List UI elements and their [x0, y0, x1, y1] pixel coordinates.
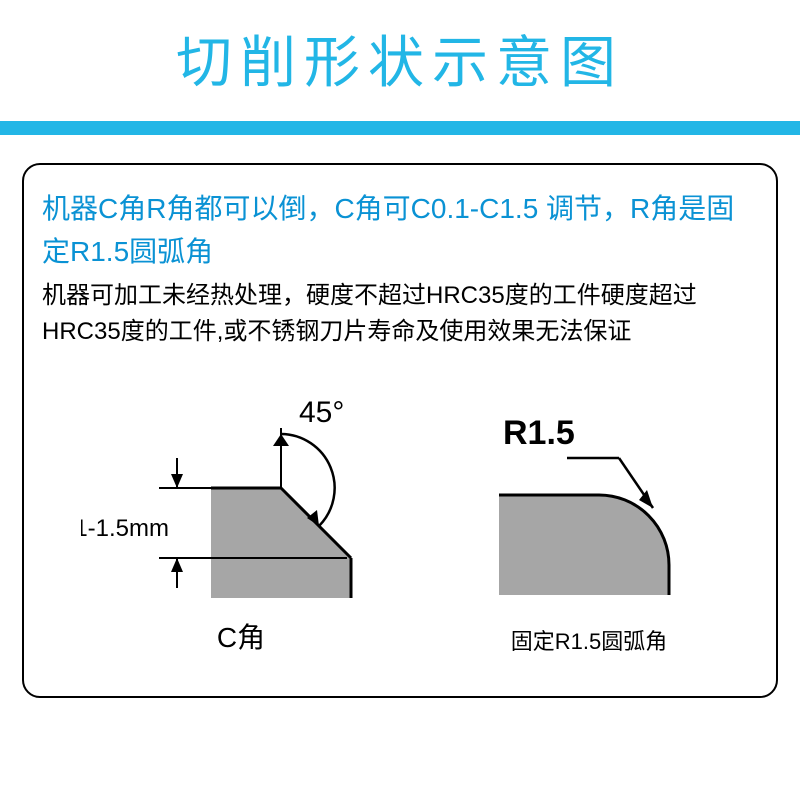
radius-label: R1.5 — [503, 414, 575, 452]
angle-label: 45° — [299, 396, 344, 429]
description-primary: 机器C角R角都可以倒，C角可C0.1-C1.5 调节，R角是固定R1.5圆弧角 — [42, 187, 758, 274]
header-underline — [0, 121, 800, 135]
header: 切削形状示意图 — [0, 0, 800, 121]
diagram-r-radius: R1.5 — [459, 400, 719, 600]
description-secondary: 机器可加工未经热处理，硬度不超过HRC35度的工件硬度超过HRC35度的工件,或… — [42, 278, 758, 350]
page-title: 切削形状示意图 — [0, 18, 800, 99]
diagram-row: 45° 0.1-1.5mm C角 — [42, 378, 758, 656]
range-label: 0.1-1.5mm — [81, 515, 169, 542]
diagram-r-col: R1.5 固定R1.5圆弧角 — [459, 400, 719, 656]
diagram-r-caption: 固定R1.5圆弧角 — [511, 624, 667, 656]
diagram-c-chamfer: 45° 0.1-1.5mm — [81, 378, 401, 598]
diagram-c-caption: C角 — [217, 616, 265, 656]
diagram-c-col: 45° 0.1-1.5mm C角 — [81, 378, 401, 656]
content-box: 机器C角R角都可以倒，C角可C0.1-C1.5 调节，R角是固定R1.5圆弧角 … — [22, 163, 778, 698]
